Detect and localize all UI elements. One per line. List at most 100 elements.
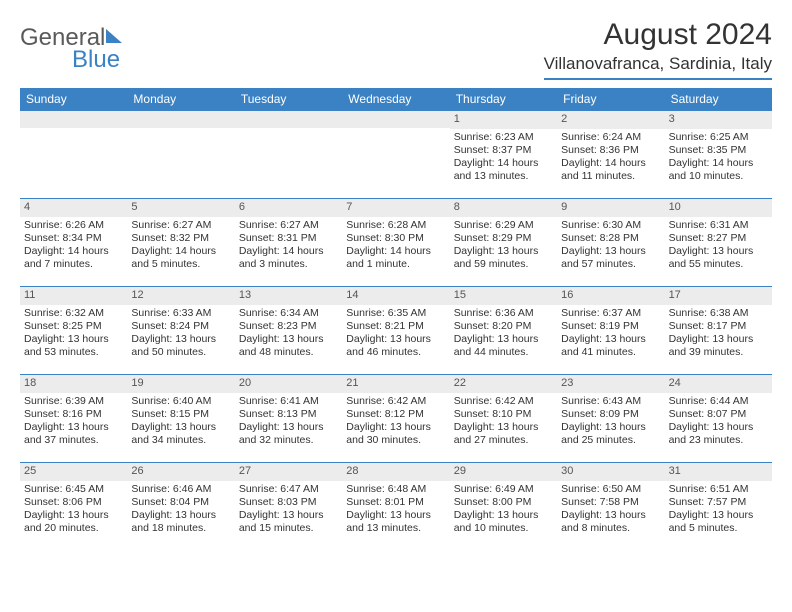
day-cell: 28Sunrise: 6:48 AMSunset: 8:01 PMDayligh… <box>342 462 449 550</box>
daylight-line: Daylight: 13 hours and 27 minutes. <box>454 421 553 447</box>
sunrise-line: Sunrise: 6:48 AM <box>346 483 445 496</box>
location: Villanovafranca, Sardinia, Italy <box>544 54 772 80</box>
day-number: 20 <box>235 375 342 393</box>
daylight-line: Daylight: 13 hours and 50 minutes. <box>131 333 230 359</box>
sunset-line: Sunset: 8:37 PM <box>454 144 553 157</box>
sunset-line: Sunset: 8:03 PM <box>239 496 338 509</box>
sunset-line: Sunset: 8:32 PM <box>131 232 230 245</box>
sunset-line: Sunset: 8:12 PM <box>346 408 445 421</box>
day-cell: 1Sunrise: 6:23 AMSunset: 8:37 PMDaylight… <box>450 110 557 198</box>
day-number: 13 <box>235 287 342 305</box>
weekday-header: Friday <box>557 88 664 110</box>
sunrise-line: Sunrise: 6:46 AM <box>131 483 230 496</box>
month-title: August 2024 <box>544 18 772 52</box>
title-block: August 2024 Villanovafranca, Sardinia, I… <box>544 18 772 80</box>
day-cell: 3 Sunrise: 6:25 AMSunset: 8:35 PMDaylight… <box>665 110 772 198</box>
day-info: Sunrise: 6:24 AMSunset: 8:36 PMDaylight:… <box>557 131 664 186</box>
day-cell: 7Sunrise: 6:28 AMSunset: 8:30 PMDaylight… <box>342 198 449 286</box>
daylight-line: Daylight: 14 hours and 10 minutes. <box>669 157 768 183</box>
logo-triangle-icon <box>106 29 122 43</box>
day-cell: 21Sunrise: 6:42 AMSunset: 8:12 PMDayligh… <box>342 374 449 462</box>
sunrise-line: Sunrise: 6:33 AM <box>131 307 230 320</box>
day-cell: 10Sunrise: 6:31 AMSunset: 8:27 PMDayligh… <box>665 198 772 286</box>
empty-cell <box>127 110 234 198</box>
daylight-line: Daylight: 13 hours and 10 minutes. <box>454 509 553 535</box>
daylight-line: Daylight: 13 hours and 18 minutes. <box>131 509 230 535</box>
day-cell: 25Sunrise: 6:45 AMSunset: 8:06 PMDayligh… <box>20 462 127 550</box>
sunset-line: Sunset: 8:09 PM <box>561 408 660 421</box>
sunset-line: Sunset: 8:34 PM <box>24 232 123 245</box>
sunset-line: Sunset: 8:17 PM <box>669 320 768 333</box>
daylight-line: Daylight: 13 hours and 32 minutes. <box>239 421 338 447</box>
day-cell: 16Sunrise: 6:37 AMSunset: 8:19 PMDayligh… <box>557 286 664 374</box>
day-cell: 18Sunrise: 6:39 AMSunset: 8:16 PMDayligh… <box>20 374 127 462</box>
sunset-line: Sunset: 8:31 PM <box>239 232 338 245</box>
sunrise-line: Sunrise: 6:37 AM <box>561 307 660 320</box>
day-info: Sunrise: 6:27 AMSunset: 8:32 PMDaylight:… <box>127 219 234 274</box>
sunrise-line: Sunrise: 6:49 AM <box>454 483 553 496</box>
day-info: Sunrise: 6:35 AMSunset: 8:21 PMDaylight:… <box>342 307 449 362</box>
daylight-line: Daylight: 13 hours and 37 minutes. <box>24 421 123 447</box>
day-info: Sunrise: 6:47 AMSunset: 8:03 PMDaylight:… <box>235 483 342 538</box>
sunrise-line: Sunrise: 6:23 AM <box>454 131 553 144</box>
day-cell: 19Sunrise: 6:40 AMSunset: 8:15 PMDayligh… <box>127 374 234 462</box>
daylight-line: Daylight: 13 hours and 23 minutes. <box>669 421 768 447</box>
logo: General Blue <box>20 24 122 74</box>
day-cell: 5Sunrise: 6:27 AMSunset: 8:32 PMDaylight… <box>127 198 234 286</box>
daylight-line: Daylight: 14 hours and 11 minutes. <box>561 157 660 183</box>
sunrise-line: Sunrise: 6:38 AM <box>669 307 768 320</box>
sunset-line: Sunset: 8:36 PM <box>561 144 660 157</box>
daylight-line: Daylight: 13 hours and 30 minutes. <box>346 421 445 447</box>
sunrise-line: Sunrise: 6:34 AM <box>239 307 338 320</box>
day-info: Sunrise: 6:25 AMSunset: 8:35 PMDaylight:… <box>665 131 772 186</box>
day-cell: 11Sunrise: 6:32 AMSunset: 8:25 PMDayligh… <box>20 286 127 374</box>
daylight-line: Daylight: 13 hours and 15 minutes. <box>239 509 338 535</box>
day-info: Sunrise: 6:30 AMSunset: 8:28 PMDaylight:… <box>557 219 664 274</box>
daylight-line: Daylight: 13 hours and 59 minutes. <box>454 245 553 271</box>
day-number: 24 <box>665 375 772 393</box>
day-number: 19 <box>127 375 234 393</box>
day-number: 23 <box>557 375 664 393</box>
day-info: Sunrise: 6:27 AMSunset: 8:31 PMDaylight:… <box>235 219 342 274</box>
daylight-line: Daylight: 13 hours and 55 minutes. <box>669 245 768 271</box>
day-number: 31 <box>665 463 772 481</box>
sunrise-line: Sunrise: 6:51 AM <box>669 483 768 496</box>
day-info: Sunrise: 6:42 AMSunset: 8:12 PMDaylight:… <box>342 395 449 450</box>
daylight-line: Daylight: 14 hours and 1 minute. <box>346 245 445 271</box>
day-info: Sunrise: 6:43 AMSunset: 8:09 PMDaylight:… <box>557 395 664 450</box>
sunrise-line: Sunrise: 6:42 AM <box>346 395 445 408</box>
daylight-line: Daylight: 13 hours and 41 minutes. <box>561 333 660 359</box>
daylight-line: Daylight: 13 hours and 46 minutes. <box>346 333 445 359</box>
day-cell: 24Sunrise: 6:44 AMSunset: 8:07 PMDayligh… <box>665 374 772 462</box>
daylight-line: Daylight: 14 hours and 5 minutes. <box>131 245 230 271</box>
day-number: 29 <box>450 463 557 481</box>
empty-cell <box>235 110 342 198</box>
sunrise-line: Sunrise: 6:44 AM <box>669 395 768 408</box>
day-cell: 26Sunrise: 6:46 AMSunset: 8:04 PMDayligh… <box>127 462 234 550</box>
day-number: 2 <box>557 111 664 129</box>
sunset-line: Sunset: 8:15 PM <box>131 408 230 421</box>
daylight-line: Daylight: 13 hours and 34 minutes. <box>131 421 230 447</box>
day-number: 9 <box>557 199 664 217</box>
day-info: Sunrise: 6:46 AMSunset: 8:04 PMDaylight:… <box>127 483 234 538</box>
day-number: 3 <box>665 111 772 129</box>
daylight-line: Daylight: 13 hours and 44 minutes. <box>454 333 553 359</box>
empty-cell <box>20 110 127 198</box>
day-number: 27 <box>235 463 342 481</box>
sunrise-line: Sunrise: 6:24 AM <box>561 131 660 144</box>
sunset-line: Sunset: 8:27 PM <box>669 232 768 245</box>
sunrise-line: Sunrise: 6:29 AM <box>454 219 553 232</box>
day-number: 4 <box>20 199 127 217</box>
sunset-line: Sunset: 8:04 PM <box>131 496 230 509</box>
sunrise-line: Sunrise: 6:26 AM <box>24 219 123 232</box>
sunset-line: Sunset: 8:16 PM <box>24 408 123 421</box>
weekday-header: Tuesday <box>235 88 342 110</box>
sunset-line: Sunset: 8:01 PM <box>346 496 445 509</box>
daylight-line: Daylight: 13 hours and 48 minutes. <box>239 333 338 359</box>
empty-cell <box>342 110 449 198</box>
sunrise-line: Sunrise: 6:45 AM <box>24 483 123 496</box>
sunrise-line: Sunrise: 6:30 AM <box>561 219 660 232</box>
day-info: Sunrise: 6:28 AMSunset: 8:30 PMDaylight:… <box>342 219 449 274</box>
sunset-line: Sunset: 8:24 PM <box>131 320 230 333</box>
sunset-line: Sunset: 8:28 PM <box>561 232 660 245</box>
